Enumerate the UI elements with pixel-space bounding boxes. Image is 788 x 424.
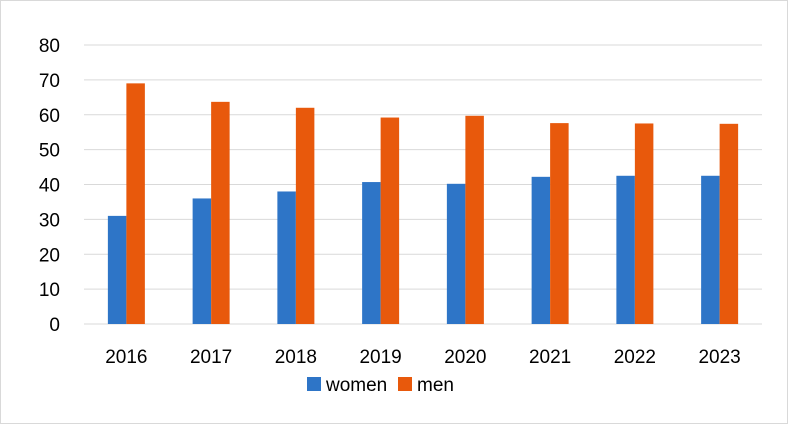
y-tick-label: 50 — [39, 141, 60, 162]
x-tick-label: 2021 — [529, 347, 571, 368]
bar-men-2020 — [465, 115, 484, 324]
y-axis: 0 10 20 30 40 50 60 70 80 — [39, 36, 60, 336]
bar-women-2022 — [616, 175, 635, 324]
y-tick-label: 60 — [39, 106, 60, 127]
x-tick-label: 2017 — [190, 347, 232, 368]
y-tick-label: 0 — [49, 315, 60, 336]
bar-men-2016 — [126, 83, 145, 324]
bar-men-2021 — [550, 123, 569, 325]
legend-label-men: men — [417, 375, 454, 396]
bar-women-2019 — [362, 182, 381, 324]
y-tick-label: 70 — [39, 71, 60, 92]
bars — [107, 83, 739, 325]
bar-women-2021 — [531, 176, 551, 324]
x-tick-label: 2019 — [359, 347, 401, 368]
bar-men-2017 — [211, 101, 230, 324]
legend-swatch-women — [307, 377, 321, 391]
bar-women-2020 — [446, 183, 466, 324]
y-tick-label: 30 — [39, 210, 60, 231]
bar-women-2023 — [701, 175, 720, 324]
legend-label-women: women — [325, 375, 387, 396]
y-tick-label: 40 — [39, 176, 60, 197]
y-tick-label: 80 — [39, 36, 60, 57]
bar-women-2017 — [192, 198, 212, 324]
gridlines — [84, 44, 762, 325]
y-tick-label: 20 — [39, 245, 60, 266]
x-tick-label: 2016 — [105, 347, 147, 368]
x-tick-label: 2022 — [614, 347, 656, 368]
bar-men-2018 — [295, 107, 315, 325]
x-axis: 2016 2017 2018 2019 2020 2021 2022 2023 — [105, 347, 741, 368]
legend-swatch-men — [398, 377, 412, 391]
x-tick-label: 2020 — [444, 347, 486, 368]
bar-women-2016 — [107, 215, 127, 324]
y-tick-label: 10 — [39, 280, 60, 301]
bar-men-2023 — [719, 123, 739, 324]
bar-women-2018 — [277, 191, 296, 324]
x-tick-label: 2018 — [275, 347, 317, 368]
bar-men-2019 — [380, 117, 400, 324]
legend: women men — [307, 375, 454, 396]
bar-men-2022 — [634, 123, 654, 324]
x-tick-label: 2023 — [698, 347, 740, 368]
